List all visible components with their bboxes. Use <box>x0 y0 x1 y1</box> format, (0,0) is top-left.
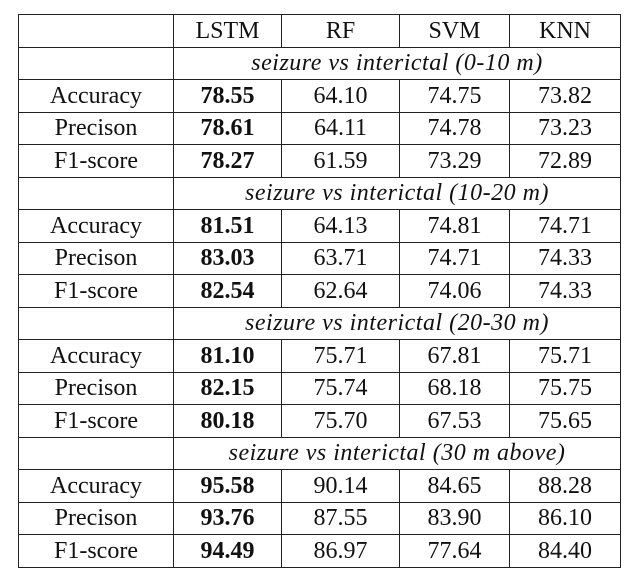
value-cell: 75.71 <box>281 339 400 373</box>
table-row: F1-score 82.54 62.64 74.06 74.33 <box>18 274 621 308</box>
table-row: Precison 83.03 63.71 74.71 74.33 <box>18 241 621 275</box>
value-cell: 75.74 <box>281 371 400 405</box>
value-cell: 74.71 <box>399 241 510 275</box>
table-row: Accuracy 95.58 90.14 84.65 88.28 <box>18 469 621 503</box>
metric-label: Precison <box>18 241 174 275</box>
value-cell: 61.59 <box>281 144 400 178</box>
table-row: Precison 82.15 75.74 68.18 75.75 <box>18 371 621 405</box>
section-title: seizure vs interictal (30 m above) <box>173 436 621 470</box>
header-cell-knn: KNN <box>509 14 621 48</box>
table-row: Accuracy 78.55 64.10 74.75 73.82 <box>18 79 621 113</box>
table-body: seizure vs interictal (0-10 m) Accuracy 78… <box>18 46 621 568</box>
value-cell: 64.13 <box>281 209 400 243</box>
value-cell: 74.81 <box>399 209 510 243</box>
table-row: Precison 93.76 87.55 83.90 86.10 <box>18 501 621 535</box>
value-cell: 88.28 <box>509 469 621 503</box>
value-cell: 67.53 <box>399 404 510 438</box>
metric-label: F1-score <box>18 404 174 438</box>
metric-label: Precison <box>18 371 174 405</box>
value-cell: 93.76 <box>173 501 282 535</box>
section-empty-cell <box>18 436 174 470</box>
header-row: LSTM RF SVM KNN <box>18 14 621 48</box>
value-cell: 78.27 <box>173 144 282 178</box>
section-empty-cell <box>18 46 174 80</box>
metric-label: Accuracy <box>18 209 174 243</box>
value-cell: 75.75 <box>509 371 621 405</box>
value-cell: 77.64 <box>399 534 510 568</box>
value-cell: 72.89 <box>509 144 621 178</box>
value-cell: 86.10 <box>509 501 621 535</box>
value-cell: 82.54 <box>173 274 282 308</box>
metric-label: F1-score <box>18 534 174 568</box>
metric-label: Accuracy <box>18 79 174 113</box>
section-title: seizure vs interictal (20-30 m) <box>173 306 621 340</box>
value-cell: 81.51 <box>173 209 282 243</box>
value-cell: 64.10 <box>281 79 400 113</box>
metric-label: F1-score <box>18 144 174 178</box>
section-title: seizure vs interictal (10-20 m) <box>173 176 621 210</box>
value-cell: 73.82 <box>509 79 621 113</box>
table-row: Precison 78.61 64.11 74.78 73.23 <box>18 111 621 145</box>
section-row: seizure vs interictal (20-30 m) <box>18 306 621 340</box>
header-cell-rf: RF <box>281 14 400 48</box>
value-cell: 84.65 <box>399 469 510 503</box>
value-cell: 73.23 <box>509 111 621 145</box>
value-cell: 75.70 <box>281 404 400 438</box>
value-cell: 68.18 <box>399 371 510 405</box>
section-title: seizure vs interictal (0-10 m) <box>173 46 621 80</box>
table-row: F1-score 94.49 86.97 77.64 84.40 <box>18 534 621 568</box>
value-cell: 75.71 <box>509 339 621 373</box>
table-row: F1-score 78.27 61.59 73.29 72.89 <box>18 144 621 178</box>
value-cell: 74.33 <box>509 241 621 275</box>
section-row: seizure vs interictal (10-20 m) <box>18 176 621 210</box>
value-cell: 84.40 <box>509 534 621 568</box>
section-row: seizure vs interictal (0-10 m) <box>18 46 621 80</box>
section-row: seizure vs interictal (30 m above) <box>18 436 621 470</box>
value-cell: 63.71 <box>281 241 400 275</box>
value-cell: 64.11 <box>281 111 400 145</box>
value-cell: 83.90 <box>399 501 510 535</box>
value-cell: 75.65 <box>509 404 621 438</box>
metric-label: Precison <box>18 111 174 145</box>
header-cell-svm: SVM <box>399 14 510 48</box>
value-cell: 74.71 <box>509 209 621 243</box>
table-row: F1-score 80.18 75.70 67.53 75.65 <box>18 404 621 438</box>
table-row: Accuracy 81.51 64.13 74.81 74.71 <box>18 209 621 243</box>
value-cell: 81.10 <box>173 339 282 373</box>
value-cell: 78.61 <box>173 111 282 145</box>
section-empty-cell <box>18 176 174 210</box>
value-cell: 74.33 <box>509 274 621 308</box>
section-empty-cell <box>18 306 174 340</box>
header-cell-lstm: LSTM <box>173 14 282 48</box>
value-cell: 74.06 <box>399 274 510 308</box>
results-table: LSTM RF SVM KNN seizure vs interictal (0… <box>18 14 621 568</box>
value-cell: 67.81 <box>399 339 510 373</box>
value-cell: 90.14 <box>281 469 400 503</box>
value-cell: 80.18 <box>173 404 282 438</box>
value-cell: 78.55 <box>173 79 282 113</box>
value-cell: 95.58 <box>173 469 282 503</box>
value-cell: 73.29 <box>399 144 510 178</box>
value-cell: 82.15 <box>173 371 282 405</box>
value-cell: 74.75 <box>399 79 510 113</box>
results-table-container: LSTM RF SVM KNN seizure vs interictal (0… <box>18 14 621 568</box>
header-cell-empty <box>18 14 174 48</box>
metric-label: Precison <box>18 501 174 535</box>
metric-label: Accuracy <box>18 469 174 503</box>
metric-label: Accuracy <box>18 339 174 373</box>
value-cell: 86.97 <box>281 534 400 568</box>
metric-label: F1-score <box>18 274 174 308</box>
value-cell: 74.78 <box>399 111 510 145</box>
value-cell: 94.49 <box>173 534 282 568</box>
value-cell: 87.55 <box>281 501 400 535</box>
table-row: Accuracy 81.10 75.71 67.81 75.71 <box>18 339 621 373</box>
value-cell: 62.64 <box>281 274 400 308</box>
value-cell: 83.03 <box>173 241 282 275</box>
